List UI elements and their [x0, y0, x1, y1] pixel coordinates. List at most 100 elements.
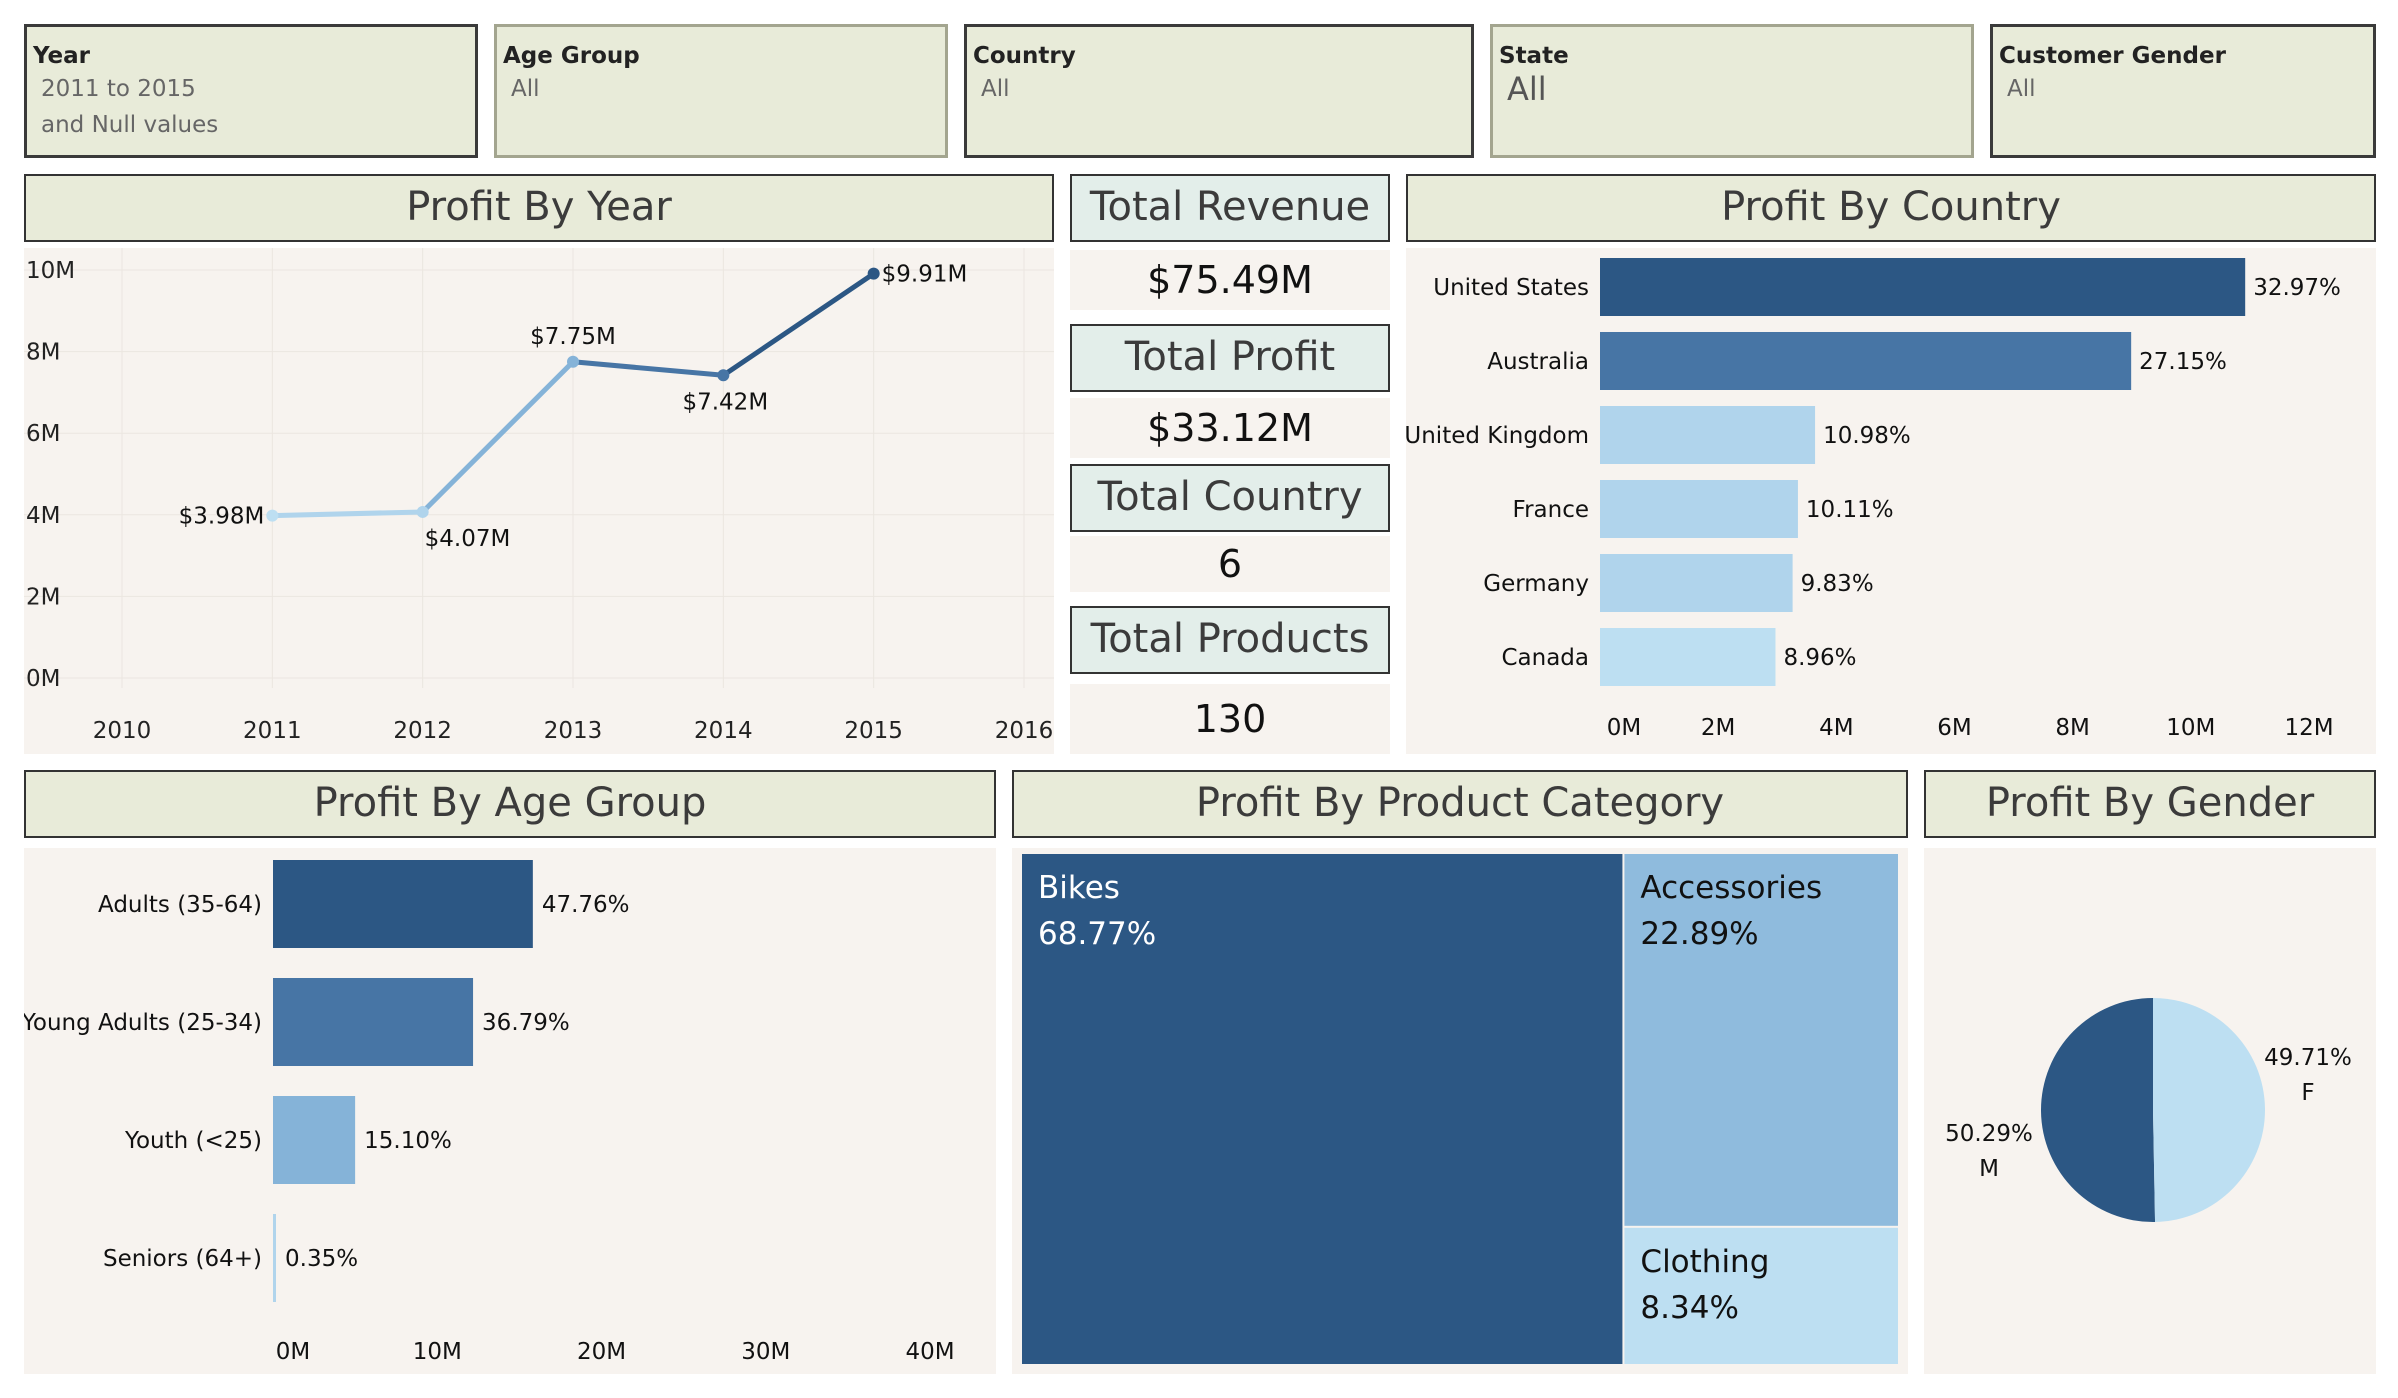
data-label: 10.11%	[1806, 497, 1894, 523]
kpi-total-profit-value: $33.12M	[1070, 398, 1390, 458]
filter-age-group-label: Age Group	[503, 43, 640, 69]
filter-age-group[interactable]: Age Group All	[494, 24, 948, 158]
x-tick-label: 10M	[2166, 715, 2215, 741]
x-tick-label: 2015	[844, 718, 903, 744]
bar	[273, 1096, 356, 1184]
filter-state[interactable]: State All	[1490, 24, 1974, 158]
x-tick-label: 2013	[544, 718, 603, 744]
x-tick-label: 10M	[413, 1339, 462, 1365]
data-label: 47.76%	[542, 892, 630, 918]
profit-by-age-group-title: Profit By Age Group	[24, 770, 996, 838]
data-label: 36.79%	[482, 1010, 570, 1036]
treemap-tile	[1022, 854, 1623, 1364]
data-label: 32.97%	[2253, 275, 2341, 301]
line-point	[266, 509, 279, 522]
treemap-category-label: Clothing	[1640, 1244, 1769, 1280]
data-label: 10.98%	[1823, 423, 1911, 449]
filter-customer-gender[interactable]: Customer Gender All	[1990, 24, 2376, 158]
data-label: $4.07M	[425, 526, 511, 552]
filter-year-label: Year	[33, 43, 91, 69]
category-label: Seniors (64+)	[103, 1246, 262, 1272]
treemap-tile	[1624, 1227, 1898, 1364]
profit-by-product-category-title: Profit By Product Category	[1012, 770, 1908, 838]
x-tick-label: 2016	[995, 718, 1054, 744]
x-tick-label: 2014	[694, 718, 753, 744]
treemap-value-label: 68.77%	[1038, 916, 1156, 952]
kpi-total-products-title: Total Products	[1070, 606, 1390, 674]
profit-by-age-group-chart: Adults (35-64) 47.76% Young Adults (25-34)…	[21, 860, 955, 1365]
data-label: $3.98M	[179, 504, 265, 530]
category-label: Adults (35-64)	[98, 892, 262, 918]
x-tick-label: 0M	[276, 1339, 310, 1365]
pie-value-label: 50.29%	[1945, 1121, 2033, 1147]
profit-by-gender-panel: 50.29% M 49.71% F	[1924, 848, 2376, 1374]
line-segment	[720, 271, 877, 378]
filter-country-label: Country	[973, 43, 1076, 69]
pie-category-label: F	[2301, 1080, 2314, 1106]
data-label: 27.15%	[2139, 349, 2227, 375]
y-tick-label: 2M	[26, 584, 60, 610]
pie-slice	[2153, 998, 2266, 1222]
x-tick-label: 2010	[93, 718, 152, 744]
bar	[1600, 554, 1793, 612]
line-point	[717, 369, 730, 382]
category-label: Germany	[1483, 571, 1589, 597]
x-tick-label: 20M	[577, 1339, 626, 1365]
line-segment	[570, 359, 726, 378]
data-label: 0.35%	[285, 1246, 358, 1272]
profit-by-country-title: Profit By Country	[1406, 174, 2376, 242]
x-tick-label: 4M	[1819, 715, 1853, 741]
category-label: Youth (<25)	[124, 1128, 262, 1154]
bar	[1600, 258, 2246, 316]
bar	[1600, 332, 2132, 390]
line-segment	[420, 359, 576, 515]
pie-category-label: M	[1979, 1156, 1999, 1182]
x-tick-label: 30M	[741, 1339, 790, 1365]
pie-slice	[2041, 998, 2156, 1222]
line-point	[567, 355, 579, 368]
filter-customer-gender-label: Customer Gender	[1999, 43, 2226, 69]
filter-year[interactable]: Year 2011 to 2015 and Null values	[24, 24, 478, 158]
kpi-total-revenue-value: $75.49M	[1070, 250, 1390, 310]
data-label: 15.10%	[364, 1128, 452, 1154]
category-label: Young Adults (25-34)	[24, 1010, 262, 1036]
x-tick-label: 2M	[1701, 715, 1735, 741]
treemap-value-label: 8.34%	[1640, 1290, 1738, 1326]
filter-year-value-2: and Null values	[41, 112, 219, 138]
x-tick-label: 2011	[243, 718, 302, 744]
bar	[1600, 628, 1776, 686]
filter-customer-gender-value: All	[2007, 76, 2036, 102]
filter-state-value: All	[1507, 70, 1547, 108]
category-label: Canada	[1501, 645, 1589, 671]
category-label: France	[1513, 497, 1589, 523]
line-segment	[269, 509, 426, 519]
y-tick-label: 10M	[26, 258, 75, 284]
category-label: United Kingdom	[1406, 423, 1589, 449]
x-tick-label: 0M	[1607, 715, 1641, 741]
treemap-tile	[1624, 854, 1898, 1226]
profit-by-country-chart: United States 32.97% Australia 27.15% United…	[1404, 258, 2341, 741]
profit-by-year-chart: 0M 2M 4M 6M 8M 10M 2010 2011 2012 2013 2014 2015 201…	[24, 248, 1054, 744]
profit-by-age-group-panel: Adults (35-64) 47.76% Young Adults (25-34)…	[21, 848, 996, 1374]
bar	[273, 1214, 276, 1302]
y-tick-label: 0M	[26, 666, 60, 692]
profit-by-year-panel: 0M 2M 4M 6M 8M 10M 2010 2011 2012 2013 2014 2015 201…	[24, 248, 1054, 754]
filter-age-group-value: All	[511, 76, 540, 102]
y-tick-label: 6M	[26, 421, 60, 447]
filter-country[interactable]: Country All	[964, 24, 1474, 158]
data-label: 8.96%	[1783, 645, 1856, 671]
category-label: United States	[1433, 275, 1589, 301]
profit-by-gender-chart: 50.29% M 49.71% F	[1945, 998, 2352, 1222]
x-tick-label: 12M	[2284, 715, 2333, 741]
treemap-category-label: Bikes	[1038, 870, 1120, 906]
kpi-total-country-title: Total Country	[1070, 464, 1390, 532]
kpi-total-profit-title: Total Profit	[1070, 324, 1390, 392]
y-tick-label: 8M	[26, 340, 60, 366]
bar	[1600, 406, 1816, 464]
kpi-total-revenue-title: Total Revenue	[1070, 174, 1390, 242]
profit-by-gender-title: Profit By Gender	[1924, 770, 2376, 838]
treemap-category-label: Accessories	[1640, 870, 1822, 906]
profit-by-product-category-chart: Bikes 68.77% Accessories 22.89% Clothing 8.34…	[1022, 854, 1898, 1364]
pie-value-label: 49.71%	[2264, 1045, 2352, 1071]
kpi-total-country-value: 6	[1070, 536, 1390, 592]
